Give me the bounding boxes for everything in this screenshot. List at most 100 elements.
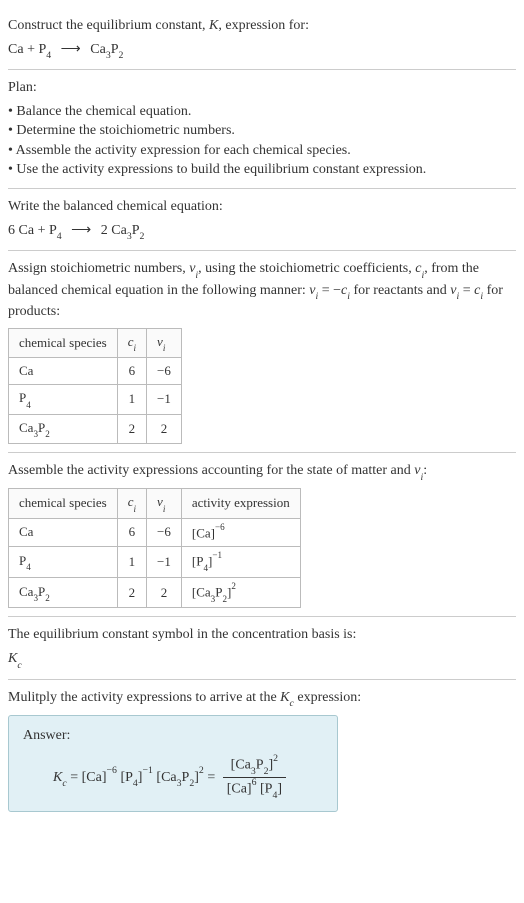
t1-h1: chemical species [9,328,118,357]
eq1-psub: 4 [46,50,51,61]
answer-box: Answer: Kc = [Ca]−6 [P4]−1 [Ca3P2]2 = [C… [8,715,338,812]
answer-fraction: [Ca3P2]2[Ca]6 [P4] [223,754,286,801]
bal-s2: 2 [140,231,145,242]
t2r3c4a: [Ca [192,584,211,599]
mul-t1: Mulitply the activity expressions to arr… [8,690,280,705]
frac-num: [Ca3P2]2 [223,754,286,778]
t1-h3: νi [147,328,182,357]
t2r1c4a: [Ca] [192,525,215,540]
t2r3c1: Ca3P2 [9,577,118,608]
st-e1ls: i [316,291,319,302]
t2r3s2: 2 [45,593,50,603]
t1-h2: ci [117,328,146,357]
activity-table: chemical species ci νi activity expressi… [8,488,301,608]
st-t4: for reactants and [350,283,450,298]
ans-eq: = [67,770,82,785]
mul-t2: expression: [294,690,361,705]
intro-line1b: , expression for: [218,18,309,33]
eq1-s2: 2 [119,50,124,61]
intro-section: Construct the equilibrium constant, K, e… [8,8,516,70]
st-e1m: = − [318,283,341,298]
den-s: 4 [272,790,277,801]
intro-text: Construct the equilibrium constant, K, e… [8,16,516,36]
ans-ks: c [62,778,66,789]
t2r2c4: [P4]−1 [181,547,300,578]
num-s2: 2 [264,766,269,777]
st-e1rs: i [347,291,350,302]
t2r1c1: Ca [9,518,118,547]
t2r3c4: [Ca3P2]2 [181,577,300,608]
t2h2c: c [128,494,134,509]
t2-h1: chemical species [9,489,118,518]
t2r2c2: 1 [117,547,146,578]
bal-arrow: ⟶ [71,223,91,238]
t1h2s: i [134,343,137,353]
st-nus: i [195,270,198,281]
bal-s1: 3 [127,231,132,242]
answer-section: Mulitply the activity expressions to arr… [8,680,516,820]
t2r1c3: −6 [147,518,182,547]
activity-text: Assemble the activity expressions accoun… [8,461,516,483]
ans-t3e: 2 [199,765,204,776]
t1r3s2: 2 [45,429,50,439]
stoich-text: Assign stoichiometric numbers, νi, using… [8,259,516,322]
t1r2c2: 1 [117,385,146,414]
eq1-arrow: ⟶ [61,42,81,57]
st-e2rs: i [480,291,483,302]
t2r2c4e: −1 [212,550,222,560]
stoich-section: Assign stoichiometric numbers, νi, using… [8,251,516,453]
t2r3c2: 2 [117,577,146,608]
multiply-text: Mulitply the activity expressions to arr… [8,688,516,710]
equation-1: Ca + P4 ⟶ Ca3P2 [8,40,516,62]
t2r2c1s: 4 [26,562,31,572]
ans-eq2: = [204,770,219,785]
t2r3c3: 2 [147,577,182,608]
t2r3c4s1: 3 [211,594,216,604]
eqsym-text: The equilibrium constant symbol in the c… [8,625,516,645]
plan-b3: • Assemble the activity expression for e… [8,141,516,161]
t2r1c4e: −6 [215,522,225,532]
st-e2m: = [459,283,474,298]
answer-math: Kc = [Ca]−6 [P4]−1 [Ca3P2]2 = [Ca3P2]2[C… [53,754,323,801]
t2r2c4s: 4 [203,563,208,573]
ac-t1: Assemble the activity expressions accoun… [8,463,414,478]
ans-t3a: [Ca [156,770,176,785]
plan-b2: • Determine the stoichiometric numbers. [8,121,516,141]
t1r3s1: 3 [33,429,38,439]
eq1-plus: + [24,42,39,57]
num-a: [Ca [231,757,251,772]
ac-nu: ν [414,463,420,478]
t1r3c1: Ca3P2 [9,414,118,443]
t2r2c1: P4 [9,547,118,578]
st-e1l: ν [309,283,315,298]
st-cs: i [421,270,424,281]
t2-h2: ci [117,489,146,518]
t1r1c1: Ca [9,358,118,385]
table-row: P4 1 −1 [9,385,182,414]
ans-t3s2: 2 [189,778,194,789]
ans-k: K [53,770,62,785]
bal-plus: + [34,223,49,238]
st-t2: , using the stoichiometric coefficients, [198,261,415,276]
bal-psub: 4 [57,231,62,242]
bal-c1: 6 Ca [8,223,34,238]
t1r3c2: 2 [117,414,146,443]
table-row: Ca3P2 2 2 [Ca3P2]2 [9,577,301,608]
stoich-table: chemical species ci νi Ca 6 −6 P4 1 −1 C… [8,328,182,444]
t2r3s1: 3 [33,593,38,603]
ans-t1e: −6 [107,765,117,776]
ac-nus: i [421,472,424,483]
frac-den: [Ca]6 [P4] [223,778,286,801]
plan-b4: • Use the activity expressions to build … [8,160,516,180]
plan-section: Plan: • Balance the chemical equation. •… [8,70,516,189]
mul-k: K [280,690,289,705]
plan-b1: • Balance the chemical equation. [8,102,516,122]
num-s1: 3 [251,766,256,777]
activity-section: Assemble the activity expressions accoun… [8,453,516,618]
balanced-equation: 6 Ca + P4 ⟶ 2 Ca3P2 [8,221,516,243]
intro-line1: Construct the equilibrium constant, [8,18,209,33]
ans-t2s: 4 [133,778,138,789]
eqsym-section: The equilibrium constant symbol in the c… [8,617,516,679]
st-t1: Assign stoichiometric numbers, [8,261,189,276]
den-a: [Ca] [227,781,252,796]
